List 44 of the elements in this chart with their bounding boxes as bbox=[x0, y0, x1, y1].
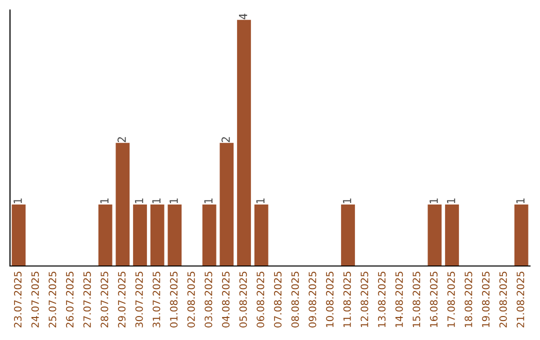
data-label: 4 bbox=[238, 14, 248, 20]
data-label: 1 bbox=[342, 198, 352, 204]
x-tick-label: 03.08.2025 bbox=[204, 272, 212, 328]
x-tick-label: 06.08.2025 bbox=[256, 272, 264, 328]
data-label: 1 bbox=[516, 198, 524, 204]
x-tick-label: 09.08.2025 bbox=[308, 272, 316, 328]
data-label: 1 bbox=[170, 198, 178, 204]
data-label: 1 bbox=[430, 198, 438, 204]
x-tick-label: 11.08.2025 bbox=[343, 272, 351, 328]
x-tick-label: 04.08.2025 bbox=[222, 272, 230, 328]
x-tick-label: 28.07.2025 bbox=[100, 272, 108, 328]
data-label: 1 bbox=[14, 198, 22, 204]
x-tick-label: 19.08.2025 bbox=[482, 272, 490, 328]
x-tick-label: 17.08.2025 bbox=[447, 272, 455, 328]
x-tick-label: 30.07.2025 bbox=[135, 272, 143, 328]
x-tick-label: 21.08.2025 bbox=[516, 272, 524, 328]
data-label: 1 bbox=[100, 198, 108, 204]
x-tick-label: 16.08.2025 bbox=[430, 272, 438, 328]
x-tick-label: 27.07.2025 bbox=[83, 272, 91, 328]
x-tick-label: 20.08.2025 bbox=[499, 272, 507, 328]
x-tick-label: 31.07.2025 bbox=[152, 272, 160, 328]
data-label: 1 bbox=[204, 198, 212, 204]
x-tick-label: 25.07.2025 bbox=[48, 272, 56, 328]
data-label: 1 bbox=[134, 198, 144, 204]
data-label: 1 bbox=[446, 198, 456, 204]
x-tick-label: 15.08.2025 bbox=[412, 272, 420, 328]
x-tick-label: 05.08.2025 bbox=[239, 272, 247, 328]
x-tick-label: 12.08.2025 bbox=[360, 272, 368, 328]
x-tick-label: 14.08.2025 bbox=[395, 272, 403, 328]
x-tick-label: 10.08.2025 bbox=[326, 272, 334, 328]
data-label: 1 bbox=[256, 198, 264, 204]
x-tick-label: 02.08.2025 bbox=[187, 272, 195, 328]
x-tick-label: 29.07.2025 bbox=[118, 272, 126, 328]
data-label: 1 bbox=[152, 198, 160, 204]
x-tick-label: 23.07.2025 bbox=[14, 272, 22, 328]
x-tick-label: 24.07.2025 bbox=[31, 272, 39, 328]
x-tick-label: 01.08.2025 bbox=[170, 272, 178, 328]
x-tick-label: 07.08.2025 bbox=[274, 272, 282, 328]
x-tick-label: 13.08.2025 bbox=[378, 272, 386, 328]
data-label: 2 bbox=[118, 137, 126, 142]
x-tick-label: 26.07.2025 bbox=[66, 272, 74, 328]
x-tick-label: 08.08.2025 bbox=[291, 272, 299, 328]
x-tick-label: 18.08.2025 bbox=[464, 272, 472, 328]
data-label: 2 bbox=[222, 137, 230, 142]
